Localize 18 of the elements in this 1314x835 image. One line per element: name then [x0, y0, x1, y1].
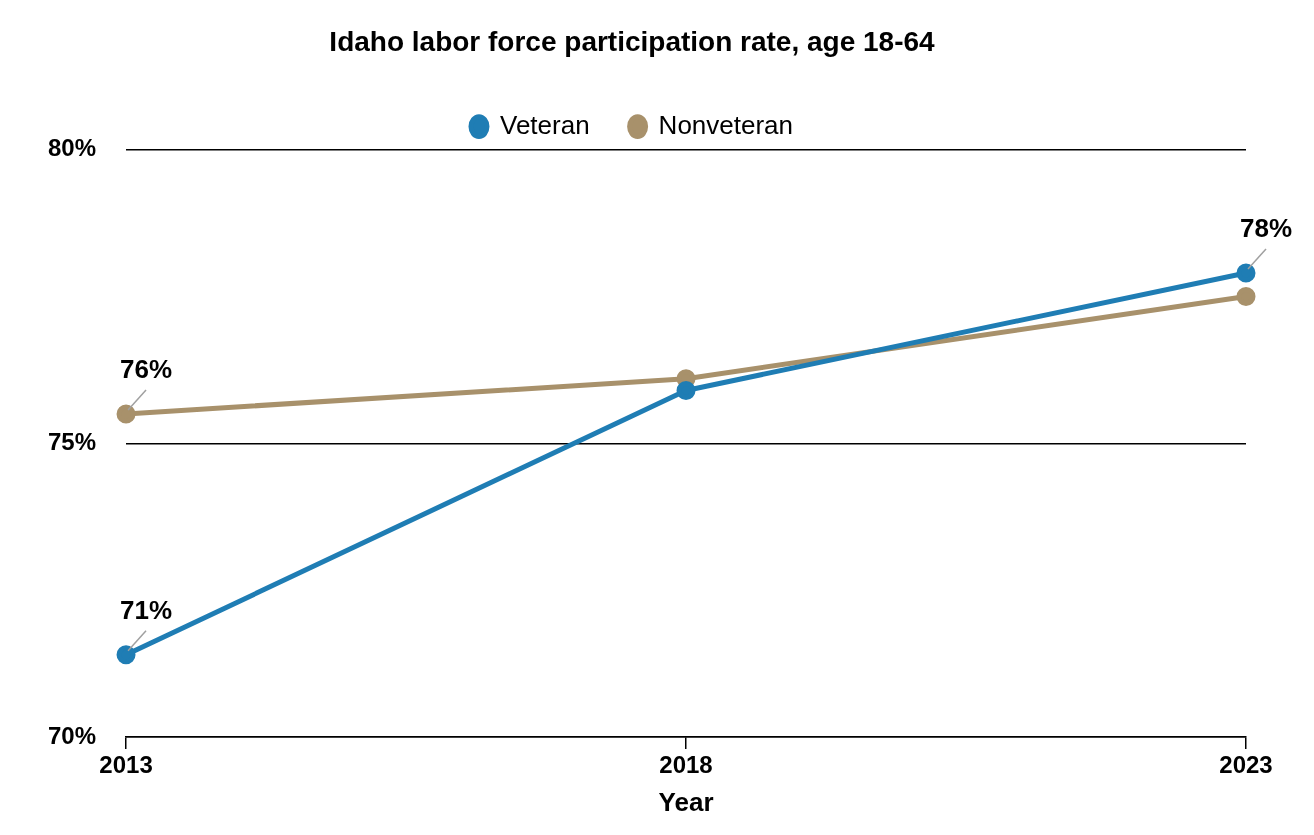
legend-label: Nonveteran — [658, 109, 794, 140]
y-tick-label: 80% — [47, 134, 97, 162]
x-axis-title: Year — [658, 786, 714, 817]
point — [1236, 286, 1256, 306]
point — [1236, 263, 1256, 283]
data-label: 78% — [1239, 213, 1293, 244]
y-tick-label: 70% — [47, 721, 97, 749]
legend-label: Veteran — [499, 109, 590, 140]
x-tick-label: 2023 — [1219, 751, 1273, 779]
point — [676, 380, 696, 400]
y-tick-label: 75% — [47, 427, 97, 455]
data-label: 76% — [120, 354, 173, 385]
point — [116, 645, 136, 665]
x-tick-label: 2018 — [659, 751, 713, 779]
x-tick-label: 2013 — [99, 751, 153, 779]
chart-title: Idaho labor force participation rate, age 18-64 — [329, 25, 936, 57]
point — [116, 404, 136, 424]
data-label: 71% — [120, 594, 173, 625]
